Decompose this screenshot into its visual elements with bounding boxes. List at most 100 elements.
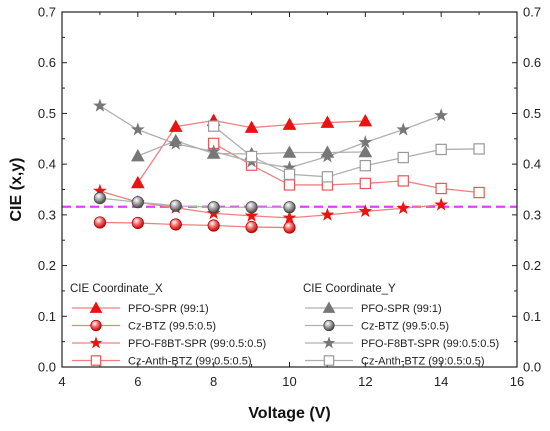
data-point bbox=[283, 168, 296, 180]
data-point bbox=[207, 120, 220, 132]
data-point bbox=[244, 208, 259, 222]
data-point bbox=[358, 135, 373, 149]
data-point bbox=[396, 201, 411, 215]
legend-group-1: CIE Coordinate_Y PFO-SPR (99:1) Cz-BTZ (99… bbox=[303, 283, 499, 368]
y-tick-label-right: 0.3 bbox=[523, 207, 541, 222]
data-point bbox=[282, 145, 297, 158]
x-tick-label: 8 bbox=[210, 374, 217, 389]
data-point bbox=[93, 216, 107, 229]
series-markers-5 bbox=[93, 192, 296, 214]
data-point bbox=[321, 171, 334, 183]
data-point bbox=[473, 186, 485, 199]
legend-marker bbox=[89, 336, 103, 349]
data-point bbox=[206, 144, 221, 158]
y-tick-label: 0.6 bbox=[38, 55, 56, 70]
legend-marker bbox=[322, 301, 336, 313]
y-tick-label-right: 0.5 bbox=[523, 106, 541, 121]
data-point bbox=[473, 143, 485, 155]
y-tick-label: 0.5 bbox=[38, 106, 56, 121]
data-point bbox=[131, 216, 144, 230]
series-markers-7 bbox=[207, 120, 485, 183]
y-tick-label-right: 0.1 bbox=[523, 309, 541, 324]
data-point bbox=[130, 148, 145, 162]
data-point bbox=[207, 201, 220, 214]
data-point bbox=[93, 98, 107, 112]
data-point bbox=[358, 204, 373, 218]
legend-title: CIE Coordinate_Y bbox=[303, 283, 396, 295]
legend-marker bbox=[323, 319, 335, 332]
legend-marker bbox=[89, 301, 103, 313]
data-point bbox=[168, 136, 183, 150]
data-point bbox=[207, 219, 220, 232]
data-point bbox=[244, 120, 259, 133]
y-tick-label-right: 0.0 bbox=[523, 360, 541, 375]
data-point bbox=[434, 108, 449, 122]
series-markers-6 bbox=[93, 98, 449, 174]
data-point bbox=[397, 175, 409, 187]
data-point bbox=[320, 207, 335, 221]
y-tick-label: 0.1 bbox=[38, 309, 56, 324]
legend-marker bbox=[323, 355, 335, 366]
data-point bbox=[93, 192, 107, 205]
data-point bbox=[245, 220, 258, 234]
x-tick-label: 6 bbox=[134, 374, 141, 389]
y-tick-label-right: 0.6 bbox=[523, 55, 541, 70]
y-tick-label: 0.0 bbox=[38, 360, 56, 375]
y-tick-label: 0.3 bbox=[38, 207, 56, 222]
y-tick-label: 0.7 bbox=[38, 5, 56, 20]
y-tick-label-right: 0.4 bbox=[523, 157, 541, 172]
data-point bbox=[434, 197, 449, 211]
data-point bbox=[130, 175, 145, 189]
data-point bbox=[358, 144, 373, 158]
series-line-6 bbox=[99, 105, 442, 169]
legend-marker bbox=[90, 355, 102, 366]
series-line-1 bbox=[99, 221, 290, 229]
data-point bbox=[359, 159, 372, 172]
x-tick-label: 16 bbox=[510, 374, 524, 389]
legend-entry-label: Cz-Anth-BTZ (99:0.5:0.5) bbox=[128, 356, 252, 368]
data-point bbox=[283, 201, 296, 214]
series-line-3 bbox=[213, 142, 480, 194]
data-point bbox=[320, 149, 335, 163]
x-tick-label: 4 bbox=[58, 374, 65, 389]
plot-area bbox=[62, 98, 517, 234]
legend-entry-label: PFO-SPR (99:1) bbox=[128, 303, 209, 315]
legend-group-0: CIE Coordinate_X PFO-SPR (99:1) Cz-BTZ (99… bbox=[70, 283, 266, 368]
data-point bbox=[435, 182, 447, 195]
series-markers-1 bbox=[93, 216, 296, 234]
legend-title: CIE Coordinate_X bbox=[70, 283, 163, 295]
data-point bbox=[358, 114, 373, 127]
data-point bbox=[397, 151, 409, 164]
data-point bbox=[283, 179, 296, 191]
data-point bbox=[131, 196, 144, 209]
data-point bbox=[359, 177, 372, 190]
series-line-2 bbox=[99, 190, 442, 219]
series-markers-3 bbox=[207, 137, 485, 199]
legend-entry-label: Cz-Anth-BTZ (99:0.5:0.5) bbox=[361, 356, 485, 368]
axes: 4 6 8 10 12 14 160.0 0.00.1 0.10.2 0.20.3 0.30.4 0.… bbox=[38, 5, 541, 390]
legend-marker bbox=[90, 319, 102, 332]
legend-entry-label: Cz-BTZ (99.5:0.5) bbox=[361, 321, 449, 333]
data-point bbox=[396, 122, 411, 136]
legend-marker bbox=[322, 336, 336, 349]
y-tick-label-right: 0.7 bbox=[523, 5, 541, 20]
data-point bbox=[282, 210, 297, 224]
data-point bbox=[169, 218, 182, 231]
series-line-5 bbox=[99, 197, 290, 208]
data-point bbox=[130, 122, 145, 136]
data-point bbox=[435, 143, 447, 156]
y-tick-label-right: 0.2 bbox=[523, 258, 541, 273]
data-point bbox=[245, 150, 258, 163]
series-markers-0 bbox=[130, 113, 373, 189]
legend-entry-label: Cz-BTZ (99.5:0.5) bbox=[128, 321, 216, 333]
series-line-7 bbox=[213, 125, 480, 178]
data-point bbox=[169, 199, 182, 212]
y-axis-title: CIE (x,y) bbox=[8, 157, 25, 221]
data-point bbox=[283, 221, 296, 234]
data-point bbox=[245, 201, 258, 214]
data-point bbox=[282, 117, 297, 130]
y-tick-label: 0.4 bbox=[38, 157, 56, 172]
legend-entry-label: PFO-F8BT-SPR (99:0.5:0.5) bbox=[128, 338, 266, 350]
x-tick-label: 12 bbox=[358, 374, 372, 389]
